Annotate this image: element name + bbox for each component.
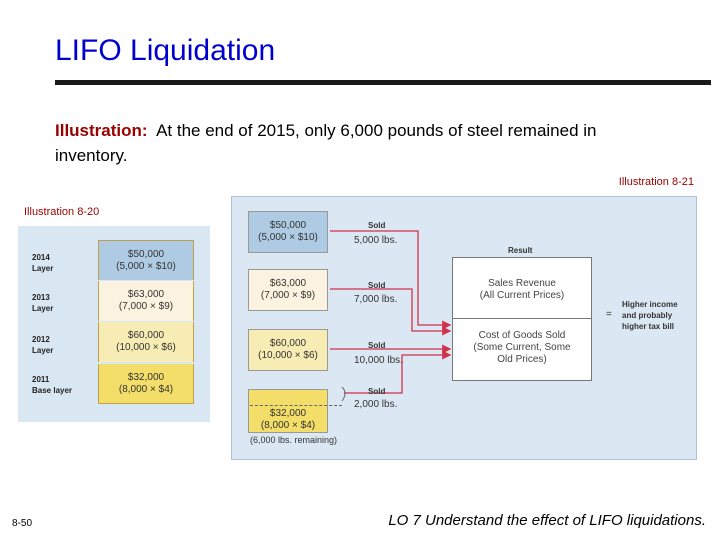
cogs-layer-4: $32,000 (8,000 × $4) (248, 389, 328, 433)
layer-detail: (10,000 × $6) (258, 350, 318, 361)
layer-year: 2013 (32, 293, 50, 302)
layer-detail: (8,000 × $4) (260, 420, 316, 431)
flow-arrow-layer-1 (330, 230, 452, 330)
illustration-8-21: $50,000 (5,000 × $10) Sold 5,000 lbs. $6… (231, 196, 697, 460)
layer-detail: (7,000 × $9) (118, 301, 174, 312)
layer-label-2012: 2012 Layer (32, 334, 53, 356)
layer-detail: (5,000 × $10) (258, 232, 318, 243)
higher-line-1: Higher income (622, 300, 678, 309)
layer-label-2011: 2011 Base layer (32, 374, 72, 396)
layer-detail: (5,000 × $10) (116, 261, 176, 272)
flow-arrow-layer-2 (330, 288, 452, 336)
layer-detail: (7,000 × $9) (260, 290, 316, 301)
cogs-layer-3: $60,000 (10,000 × $6) (248, 329, 328, 371)
sales-revenue-note: (All Current Prices) (479, 290, 565, 301)
sold-label-2: Sold (368, 281, 386, 290)
remaining-note: (6,000 lbs. remaining) (250, 435, 338, 445)
result-divider (453, 318, 591, 319)
higher-line-3: higher tax bill (622, 322, 675, 331)
sold-qty-1: 5,000 lbs. (354, 235, 398, 246)
layer-box-2011: $32,000 (8,000 × $4) (98, 364, 194, 404)
partial-layer-bracket (341, 386, 346, 402)
higher-line-2: and probably (622, 311, 673, 320)
layer-year: 2011 (32, 375, 50, 384)
layer-amount: $63,000 (127, 289, 165, 300)
sold-qty-4: 2,000 lbs. (354, 399, 398, 410)
layer-box-2013: $63,000 (7,000 × $9) (98, 281, 194, 321)
layer-amount: $50,000 (269, 220, 307, 231)
cogs-layer-2: $63,000 (7,000 × $9) (248, 269, 328, 311)
flow-arrows (330, 230, 452, 402)
cogs-note-1: (Some Current, Some (473, 342, 571, 353)
layer-name: Base layer (32, 386, 73, 395)
illustration-8-20: 2014 Layer $50,000 (5,000 × $10) 2013 La… (18, 226, 210, 422)
intro-text: At the end of 2015, only 6,000 pounds of… (55, 121, 597, 165)
layer-amount: $63,000 (269, 278, 307, 289)
sold-qty-2: 7,000 lbs. (354, 294, 398, 305)
cogs-layer-1: $50,000 (5,000 × $10) (248, 211, 328, 253)
sold-label-3: Sold (368, 341, 386, 350)
equals-sign: = (606, 309, 612, 320)
page-title: LIFO Liquidation (55, 34, 276, 67)
intro-paragraph: Illustration: At the end of 2015, only 6… (55, 118, 655, 168)
layer-amount: $60,000 (269, 338, 307, 349)
result-box: Sales Revenue (All Current Prices) Cost … (452, 257, 592, 381)
result-label: Result (508, 246, 533, 255)
layer-name: Layer (32, 346, 54, 355)
layer-amount: $32,000 (127, 372, 165, 383)
cogs-label: Cost of Goods Sold (478, 330, 566, 341)
layer-detail: (10,000 × $6) (116, 342, 176, 353)
layer-detail: (8,000 × $4) (118, 384, 174, 395)
flow-arrow-layer-4 (344, 350, 452, 394)
cogs-note-2: Old Prices) (497, 354, 547, 365)
layer-name: Layer (32, 304, 54, 313)
sales-revenue: Sales Revenue (488, 278, 556, 289)
layer-year: 2012 (32, 335, 50, 344)
illustration-8-20-ref: Illustration 8-20 (24, 206, 100, 218)
remaining-divider (250, 405, 342, 406)
illustration-8-21-ref: Illustration 8-21 (618, 176, 694, 188)
higher-income-note: Higher income and probably higher tax bi… (622, 299, 678, 332)
layer-name: Layer (32, 264, 54, 273)
layer-label-2013: 2013 Layer (32, 292, 53, 314)
intro-lead: Illustration: (55, 121, 148, 140)
sold-qty-3: 10,000 lbs. (354, 355, 403, 366)
layer-year: 2014 (32, 253, 50, 262)
layer-amount: $50,000 (127, 249, 165, 260)
layer-box-2012: $60,000 (10,000 × $6) (98, 322, 194, 362)
layer-label-2014: 2014 Layer (32, 252, 53, 274)
layer-amount: $32,000 (269, 408, 307, 419)
sold-label-1: Sold (368, 221, 386, 230)
learning-objective: LO 7 Understand the effect of LIFO liqui… (388, 512, 706, 529)
sold-label-4: Sold (368, 387, 386, 396)
title-divider (55, 80, 711, 85)
layer-box-2014: $50,000 (5,000 × $10) (98, 240, 194, 280)
layer-amount: $60,000 (127, 330, 165, 341)
slide-number: 8-50 (12, 518, 33, 529)
